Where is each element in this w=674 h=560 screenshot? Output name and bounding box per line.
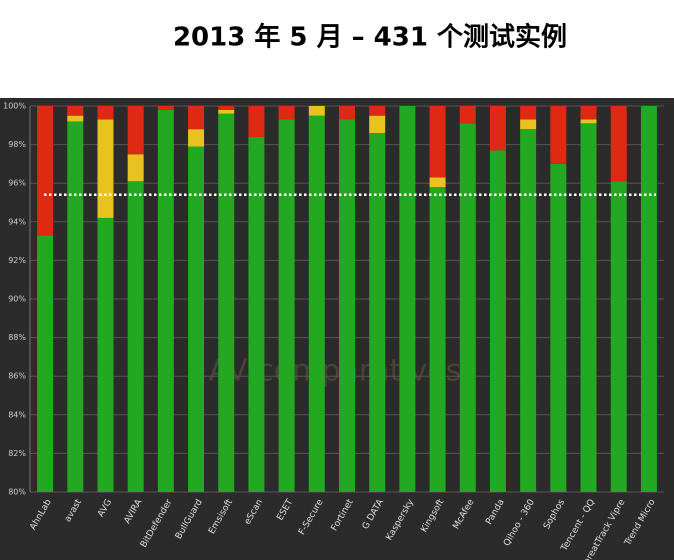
bar-segment — [580, 119, 597, 124]
bar-segment — [339, 119, 355, 492]
y-tick-label: 84% — [8, 410, 26, 419]
bar-segment — [308, 115, 325, 493]
y-tick-label: 92% — [8, 256, 26, 265]
bar-segment — [127, 106, 144, 155]
bar-segment — [218, 109, 235, 114]
bar-segment — [640, 106, 657, 492]
bar-segment — [610, 106, 627, 182]
bar-segment — [489, 106, 506, 151]
y-tick-label: 100% — [3, 102, 26, 111]
bar-segment — [489, 150, 506, 492]
bar-segment — [97, 119, 114, 218]
bar-segment — [520, 129, 537, 492]
bar-segment — [369, 133, 386, 492]
bar-segment — [550, 106, 567, 164]
bar-segment — [278, 106, 295, 120]
watermark: AV comparatives — [209, 354, 462, 389]
y-tick-label: 90% — [8, 295, 26, 304]
bar-segment — [369, 115, 386, 134]
bar-segment — [218, 113, 235, 492]
bar-segment — [459, 123, 476, 493]
y-tick-label: 82% — [8, 449, 26, 458]
bar-segment — [429, 177, 446, 188]
bar-segment — [188, 146, 205, 492]
bar-segment — [459, 106, 476, 124]
bar-segment — [429, 187, 446, 492]
bar-segment — [520, 106, 537, 120]
bar-segment — [188, 106, 205, 130]
bar-segment — [67, 115, 84, 122]
bar-segment — [157, 109, 174, 493]
bar-segment — [520, 119, 537, 130]
bar-segment — [188, 129, 205, 147]
bar-segment — [157, 106, 174, 110]
bar-segment — [218, 106, 235, 110]
bar-segment — [339, 106, 355, 120]
bar-segment — [308, 106, 325, 116]
bar-segment — [399, 106, 416, 492]
y-tick-label: 86% — [8, 372, 26, 381]
bar-segment — [580, 106, 597, 120]
bar-segment — [278, 119, 295, 492]
bar-segment — [127, 181, 144, 492]
bar-segment — [580, 123, 597, 493]
y-tick-label: 98% — [8, 140, 26, 149]
y-tick-label: 88% — [8, 333, 26, 342]
bar-segment — [248, 106, 265, 137]
chart-title: 2013 年 5 月 – 431 个测试实例 — [173, 22, 567, 53]
bar-segment — [610, 181, 627, 492]
bar-segment — [550, 163, 567, 492]
y-tick-label: 80% — [8, 488, 26, 497]
y-tick-label: 96% — [8, 179, 26, 188]
bar-segment — [369, 106, 386, 116]
bar-segment — [37, 106, 54, 236]
bar-segment — [67, 106, 84, 116]
bar-segment — [248, 136, 265, 492]
bar-segment — [97, 217, 114, 492]
bar-segment — [37, 235, 54, 492]
bar-segment — [429, 106, 446, 178]
y-tick-label: 94% — [8, 217, 26, 226]
bar-segment — [97, 106, 114, 120]
bar-segment — [67, 121, 84, 492]
bar-segment — [127, 154, 144, 182]
